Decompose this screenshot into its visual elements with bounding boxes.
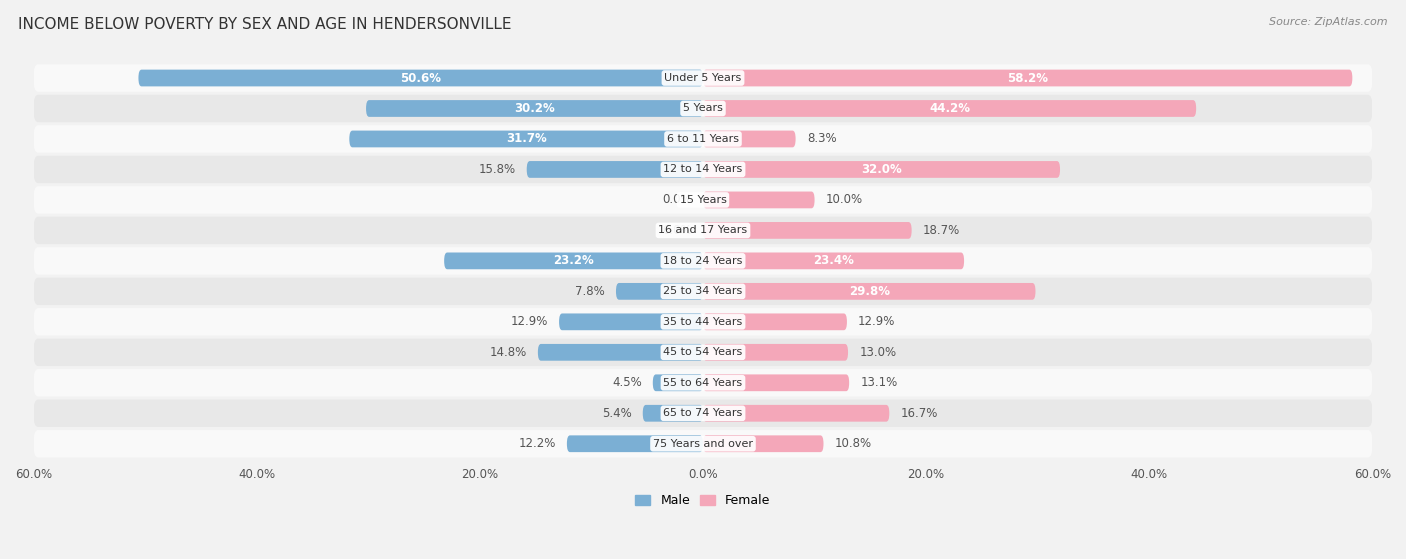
Text: 18 to 24 Years: 18 to 24 Years <box>664 256 742 266</box>
Text: 23.2%: 23.2% <box>553 254 593 267</box>
Text: 13.0%: 13.0% <box>859 346 897 359</box>
FancyBboxPatch shape <box>34 339 1372 366</box>
Text: 5.4%: 5.4% <box>602 407 631 420</box>
FancyBboxPatch shape <box>703 70 1353 87</box>
FancyBboxPatch shape <box>34 430 1372 457</box>
FancyBboxPatch shape <box>34 217 1372 244</box>
FancyBboxPatch shape <box>34 125 1372 153</box>
FancyBboxPatch shape <box>138 70 703 87</box>
Text: 16.7%: 16.7% <box>900 407 938 420</box>
FancyBboxPatch shape <box>34 95 1372 122</box>
Text: 31.7%: 31.7% <box>506 132 547 145</box>
FancyBboxPatch shape <box>560 314 703 330</box>
FancyBboxPatch shape <box>567 435 703 452</box>
FancyBboxPatch shape <box>34 156 1372 183</box>
Text: 15 Years: 15 Years <box>679 195 727 205</box>
Text: 58.2%: 58.2% <box>1007 72 1049 84</box>
Text: 14.8%: 14.8% <box>489 346 527 359</box>
FancyBboxPatch shape <box>366 100 703 117</box>
FancyBboxPatch shape <box>34 247 1372 274</box>
Text: 16 and 17 Years: 16 and 17 Years <box>658 225 748 235</box>
Text: 0.0%: 0.0% <box>662 224 692 237</box>
FancyBboxPatch shape <box>703 253 965 269</box>
Text: Under 5 Years: Under 5 Years <box>665 73 741 83</box>
Text: 55 to 64 Years: 55 to 64 Years <box>664 378 742 388</box>
FancyBboxPatch shape <box>34 64 1372 92</box>
FancyBboxPatch shape <box>538 344 703 361</box>
Text: 12 to 14 Years: 12 to 14 Years <box>664 164 742 174</box>
Text: 4.5%: 4.5% <box>612 376 641 389</box>
FancyBboxPatch shape <box>703 283 1035 300</box>
FancyBboxPatch shape <box>703 100 1197 117</box>
Legend: Male, Female: Male, Female <box>630 489 776 512</box>
Text: Source: ZipAtlas.com: Source: ZipAtlas.com <box>1270 17 1388 27</box>
FancyBboxPatch shape <box>703 375 849 391</box>
Text: 5 Years: 5 Years <box>683 103 723 113</box>
Text: INCOME BELOW POVERTY BY SEX AND AGE IN HENDERSONVILLE: INCOME BELOW POVERTY BY SEX AND AGE IN H… <box>18 17 512 32</box>
Text: 25 to 34 Years: 25 to 34 Years <box>664 286 742 296</box>
Text: 65 to 74 Years: 65 to 74 Years <box>664 408 742 418</box>
FancyBboxPatch shape <box>703 222 911 239</box>
Text: 0.0%: 0.0% <box>662 193 692 206</box>
FancyBboxPatch shape <box>349 131 703 148</box>
Text: 32.0%: 32.0% <box>860 163 901 176</box>
Text: 10.0%: 10.0% <box>825 193 863 206</box>
FancyBboxPatch shape <box>652 375 703 391</box>
Text: 10.8%: 10.8% <box>835 437 872 450</box>
Text: 50.6%: 50.6% <box>401 72 441 84</box>
Text: 12.9%: 12.9% <box>858 315 896 328</box>
Text: 23.4%: 23.4% <box>813 254 853 267</box>
Text: 30.2%: 30.2% <box>515 102 555 115</box>
Text: 44.2%: 44.2% <box>929 102 970 115</box>
FancyBboxPatch shape <box>703 344 848 361</box>
Text: 15.8%: 15.8% <box>478 163 516 176</box>
Text: 45 to 54 Years: 45 to 54 Years <box>664 347 742 357</box>
Text: 6 to 11 Years: 6 to 11 Years <box>666 134 740 144</box>
FancyBboxPatch shape <box>616 283 703 300</box>
FancyBboxPatch shape <box>703 131 796 148</box>
FancyBboxPatch shape <box>643 405 703 421</box>
FancyBboxPatch shape <box>527 161 703 178</box>
Text: 29.8%: 29.8% <box>849 285 890 298</box>
FancyBboxPatch shape <box>34 400 1372 427</box>
Text: 7.8%: 7.8% <box>575 285 605 298</box>
FancyBboxPatch shape <box>703 405 890 421</box>
FancyBboxPatch shape <box>703 435 824 452</box>
FancyBboxPatch shape <box>34 278 1372 305</box>
FancyBboxPatch shape <box>34 186 1372 214</box>
FancyBboxPatch shape <box>444 253 703 269</box>
Text: 8.3%: 8.3% <box>807 132 837 145</box>
Text: 75 Years and over: 75 Years and over <box>652 439 754 449</box>
Text: 13.1%: 13.1% <box>860 376 897 389</box>
Text: 12.2%: 12.2% <box>519 437 555 450</box>
FancyBboxPatch shape <box>34 369 1372 396</box>
FancyBboxPatch shape <box>703 314 846 330</box>
Text: 18.7%: 18.7% <box>922 224 960 237</box>
FancyBboxPatch shape <box>703 192 814 209</box>
Text: 35 to 44 Years: 35 to 44 Years <box>664 317 742 327</box>
FancyBboxPatch shape <box>703 161 1060 178</box>
Text: 12.9%: 12.9% <box>510 315 548 328</box>
FancyBboxPatch shape <box>34 308 1372 335</box>
